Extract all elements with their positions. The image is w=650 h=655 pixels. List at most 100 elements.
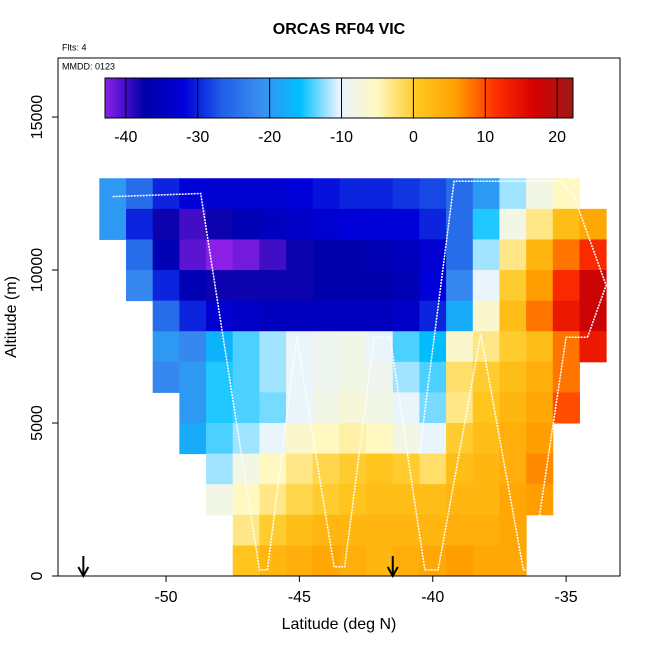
flight-track (112, 180, 607, 571)
heatmap-cell (366, 453, 394, 485)
heatmap-cell (366, 392, 394, 424)
heatmap-cell (526, 392, 554, 424)
y-tick-label: 0 (29, 571, 46, 580)
heatmap-cell (206, 331, 234, 363)
heatmap-cell (339, 361, 367, 393)
heatmap-cell (552, 361, 580, 393)
heatmap-cell (259, 484, 287, 516)
heatmap-cell (179, 392, 207, 424)
heatmap-cell (339, 392, 367, 424)
colorbar-tick-label: 10 (476, 129, 494, 146)
heatmap-cell (419, 423, 447, 455)
heatmap-cell (526, 208, 554, 240)
heatmap-cell (126, 270, 154, 302)
heatmap-cell (499, 484, 527, 516)
heatmap-cell (339, 514, 367, 546)
heatmap-cell (392, 270, 420, 302)
heatmap-cell (99, 178, 127, 210)
heatmap-cell (179, 300, 207, 332)
heatmap-cell (419, 361, 447, 393)
y-tick-label: 10000 (29, 248, 46, 293)
heatmap-cell (472, 423, 500, 455)
heatmap-cell (179, 270, 207, 302)
heatmap-cell (259, 331, 287, 363)
arrow (386, 556, 399, 579)
heatmap-cell (446, 270, 474, 302)
heatmap-cell (392, 331, 420, 363)
heatmap-cell (446, 239, 474, 271)
heatmap-cell (366, 484, 394, 516)
heatmap-cell (499, 423, 527, 455)
heatmap-cell (259, 545, 287, 577)
heatmap-cell (446, 392, 474, 424)
heatmap-cell (526, 239, 554, 271)
colorbar-tick-label: -20 (258, 129, 281, 146)
heatmap-cell (472, 208, 500, 240)
heatmap-cell (366, 300, 394, 332)
heatmap-cell (126, 239, 154, 271)
heatmap-cell (179, 208, 207, 240)
heatmap-cell (552, 270, 580, 302)
heatmap-cell (339, 484, 367, 516)
heatmap-cell (499, 514, 527, 546)
heatmap-cell (526, 300, 554, 332)
heatmap-cell (446, 300, 474, 332)
heatmap-cell (206, 453, 234, 485)
x-tick-label: -40 (421, 589, 444, 606)
heatmap-cell (366, 545, 394, 577)
heatmap-cell (366, 239, 394, 271)
heatmap-cell (286, 300, 314, 332)
heatmap-cell (419, 514, 447, 546)
heatmap-cell (392, 178, 420, 210)
heatmap-cell (392, 239, 420, 271)
heatmap-cell (312, 178, 340, 210)
heatmap-cell (472, 545, 500, 577)
heatmap-cell (446, 208, 474, 240)
chart-title: ORCAS RF04 VIC (273, 21, 406, 38)
heatmap-cell (152, 300, 180, 332)
heatmap-cell (446, 514, 474, 546)
heatmap-cell (312, 361, 340, 393)
heatmap-cell (286, 331, 314, 363)
heatmap-cell (126, 208, 154, 240)
heatmap-cell (232, 331, 260, 363)
heatmap-cell (179, 423, 207, 455)
heatmap-cell (419, 300, 447, 332)
heatmap-cell (366, 514, 394, 546)
colorbar-tick-label: -30 (186, 129, 209, 146)
heatmap-cell (286, 239, 314, 271)
heatmap-cell (152, 239, 180, 271)
heatmap-cell (446, 178, 474, 210)
heatmap-cell (499, 178, 527, 210)
colorbar-tick-label: -10 (330, 129, 353, 146)
heatmap-cell (232, 361, 260, 393)
heatmap-cell (259, 178, 287, 210)
heatmap-cell (446, 545, 474, 577)
heatmap-cell (366, 178, 394, 210)
colorbar-tick-label: 0 (409, 129, 418, 146)
heatmap-cell (312, 239, 340, 271)
heatmap-cell (286, 392, 314, 424)
heatmap-cell (152, 361, 180, 393)
heatmap-cell (286, 270, 314, 302)
heatmap-cell (392, 392, 420, 424)
heatmap-cell (366, 270, 394, 302)
colorbar-tick-label: 20 (548, 129, 566, 146)
heatmap-cell (339, 453, 367, 485)
heatmap-cell (152, 178, 180, 210)
heatmap-cell (126, 178, 154, 210)
heatmap-cell (206, 392, 234, 424)
heatmap-cell (339, 178, 367, 210)
heatmap-cell (499, 392, 527, 424)
heatmap-cell (179, 331, 207, 363)
heatmap-cell (579, 239, 607, 271)
heatmap-cell (392, 300, 420, 332)
heatmap-cell (366, 423, 394, 455)
heatmap-cell (419, 270, 447, 302)
heatmap-cell (286, 178, 314, 210)
heatmap-cell (366, 208, 394, 240)
heatmap-cell (152, 270, 180, 302)
heatmap-cell (526, 453, 554, 485)
heatmap-cell (232, 300, 260, 332)
